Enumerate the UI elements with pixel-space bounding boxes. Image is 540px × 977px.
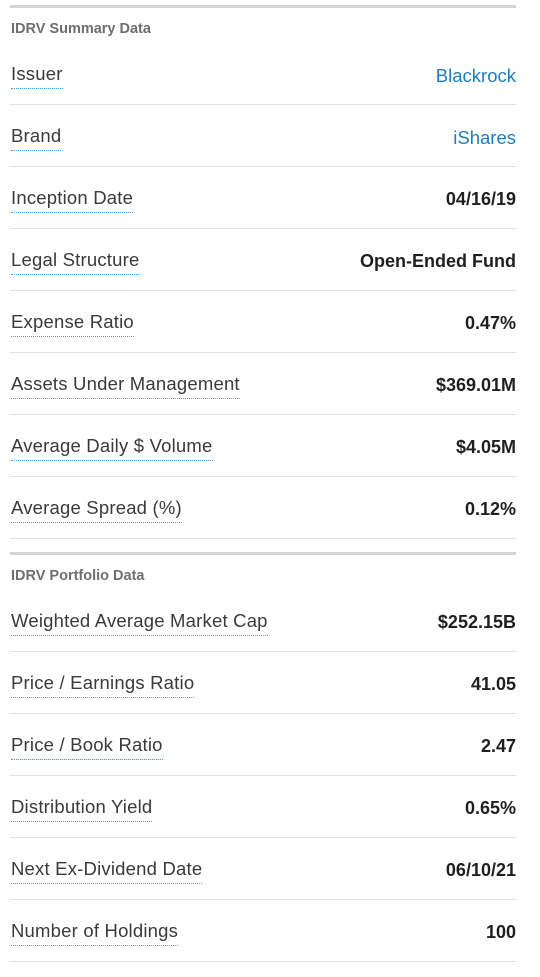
pb-ratio-label[interactable]: Price / Book Ratio	[11, 734, 163, 760]
pb-ratio-value: 2.47	[480, 736, 516, 756]
inception-date-value: 04/16/19	[445, 189, 516, 209]
aum-value: $369.01M	[435, 375, 516, 395]
ex-dividend-date-value: 06/10/21	[445, 860, 516, 880]
number-of-holdings-label[interactable]: Number of Holdings	[11, 920, 179, 946]
row-number-of-holdings: Number of Holdings 100	[10, 900, 516, 962]
expense-ratio-label[interactable]: Expense Ratio	[11, 311, 134, 337]
average-spread-value: 0.12%	[464, 499, 516, 519]
row-weighted-average-market-cap: Weighted Average Market Cap $252.15B	[10, 590, 516, 652]
row-assets-under-management: Assets Under Management $369.01M	[10, 353, 516, 415]
inception-date-label[interactable]: Inception Date	[11, 187, 134, 213]
distribution-yield-value: 0.65%	[464, 798, 516, 818]
row-price-book-ratio: Price / Book Ratio 2.47	[10, 714, 516, 776]
distribution-yield-label[interactable]: Distribution Yield	[11, 796, 153, 822]
summary-data-panel: IDRV Summary Data Issuer Blackrock Brand…	[10, 5, 516, 539]
aum-label[interactable]: Assets Under Management	[11, 373, 240, 399]
legal-structure-value: Open-Ended Fund	[360, 251, 516, 271]
brand-label[interactable]: Brand	[11, 125, 62, 151]
brand-link[interactable]: iShares	[453, 126, 516, 148]
portfolio-data-panel: IDRV Portfolio Data Weighted Average Mar…	[10, 552, 516, 962]
pe-ratio-value: 41.05	[470, 674, 516, 694]
row-price-earnings-ratio: Price / Earnings Ratio 41.05	[10, 652, 516, 714]
average-daily-volume-label[interactable]: Average Daily $ Volume	[11, 435, 213, 461]
row-inception-date: Inception Date 04/16/19	[10, 167, 516, 229]
pe-ratio-label[interactable]: Price / Earnings Ratio	[11, 672, 195, 698]
legal-structure-label[interactable]: Legal Structure	[11, 249, 140, 275]
ex-dividend-date-label[interactable]: Next Ex-Dividend Date	[11, 858, 203, 884]
row-average-daily-volume: Average Daily $ Volume $4.05M	[10, 415, 516, 477]
row-distribution-yield: Distribution Yield 0.65%	[10, 776, 516, 838]
row-issuer: Issuer Blackrock	[10, 43, 516, 105]
market-cap-value: $252.15B	[437, 612, 516, 632]
expense-ratio-value: 0.47%	[464, 313, 516, 333]
average-spread-label[interactable]: Average Spread (%)	[11, 497, 182, 523]
row-legal-structure: Legal Structure Open-Ended Fund	[10, 229, 516, 291]
row-next-ex-dividend-date: Next Ex-Dividend Date 06/10/21	[10, 838, 516, 900]
summary-section-title: IDRV Summary Data	[10, 5, 516, 43]
issuer-link[interactable]: Blackrock	[435, 64, 516, 86]
number-of-holdings-value: 100	[485, 922, 516, 942]
portfolio-section-title: IDRV Portfolio Data	[10, 552, 516, 590]
average-daily-volume-value: $4.05M	[455, 437, 516, 457]
row-average-spread: Average Spread (%) 0.12%	[10, 477, 516, 539]
row-expense-ratio: Expense Ratio 0.47%	[10, 291, 516, 353]
issuer-label[interactable]: Issuer	[11, 63, 63, 89]
market-cap-label[interactable]: Weighted Average Market Cap	[11, 610, 268, 636]
row-brand: Brand iShares	[10, 105, 516, 167]
